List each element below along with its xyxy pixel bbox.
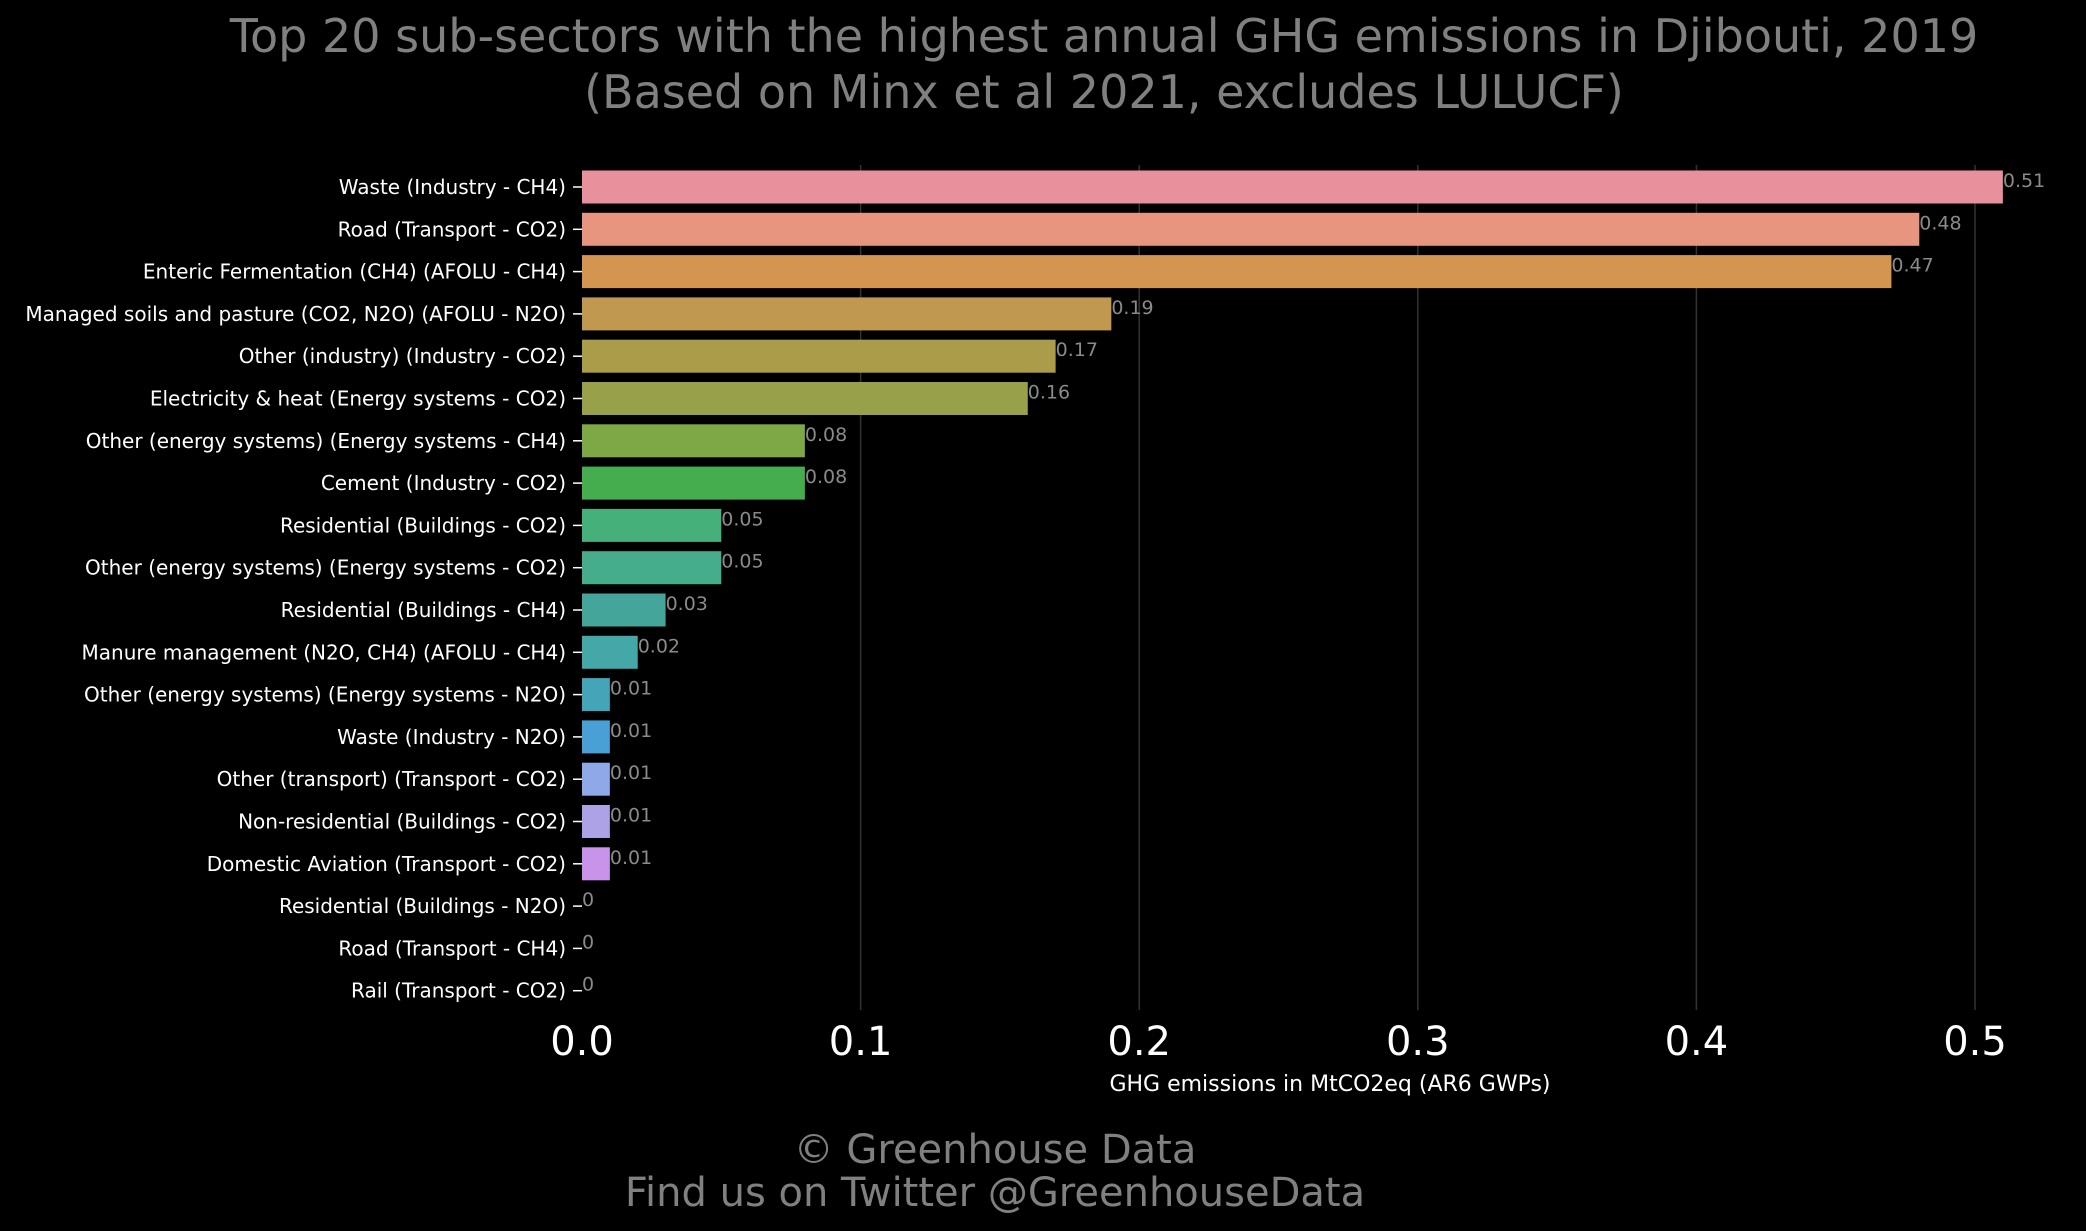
bar xyxy=(582,551,722,585)
category-label: Domestic Aviation (Transport - CO2) xyxy=(207,852,566,876)
category-label: Other (energy systems) (Energy systems -… xyxy=(86,429,566,453)
bar xyxy=(582,720,610,754)
category-label: Residential (Buildings - CH4) xyxy=(281,598,566,622)
x-tick-label: 0.4 xyxy=(1665,1019,1729,1065)
value-label: 0.03 xyxy=(666,593,708,615)
category-label: Other (industry) (Industry - CO2) xyxy=(239,344,566,368)
value-label: 0.08 xyxy=(805,424,847,446)
value-label: 0.01 xyxy=(610,805,652,827)
value-label: 0 xyxy=(582,889,594,911)
x-tick-label: 0.3 xyxy=(1386,1019,1450,1065)
x-axis-label: GHG emissions in MtCO2eq (AR6 GWPs) xyxy=(1109,1072,1550,1097)
category-label: Managed soils and pasture (CO2, N2O) (AF… xyxy=(25,302,566,326)
bar xyxy=(582,762,610,796)
category-label: Other (energy systems) (Energy systems -… xyxy=(84,683,566,707)
bar xyxy=(582,678,610,712)
value-label: 0.01 xyxy=(610,678,652,700)
value-label: 0.16 xyxy=(1028,382,1070,404)
x-axis-ticks: 0.0 0.1 0.2 0.3 0.4 0.5 xyxy=(550,1019,2007,1065)
category-label: Electricity & heat (Energy systems - CO2… xyxy=(150,387,566,411)
category-label: Other (energy systems) (Energy systems -… xyxy=(85,556,566,580)
bar xyxy=(582,297,1112,331)
value-label: 0.08 xyxy=(805,466,847,488)
category-label: Residential (Buildings - N2O) xyxy=(279,894,566,918)
category-label: Rail (Transport - CO2) xyxy=(351,979,566,1003)
value-label: 0.01 xyxy=(610,847,652,869)
x-tick-label: 0.0 xyxy=(550,1019,614,1065)
category-label: Other (transport) (Transport - CO2) xyxy=(217,767,566,791)
bar xyxy=(582,424,805,458)
category-label: Enteric Fermentation (CH4) (AFOLU - CH4) xyxy=(143,260,566,284)
footer-copyright: © Greenhouse Data xyxy=(794,1127,1197,1173)
value-label: 0.47 xyxy=(1891,255,1933,277)
value-label: 0 xyxy=(582,974,594,996)
value-label: 0.51 xyxy=(2003,170,2045,192)
chart-title: Top 20 sub-sectors with the highest annu… xyxy=(229,9,1979,63)
bar xyxy=(582,847,610,881)
value-label: 0.01 xyxy=(610,762,652,784)
value-label: 0.02 xyxy=(638,635,680,657)
category-label: Road (Transport - CO2) xyxy=(338,217,566,241)
x-tick-label: 0.5 xyxy=(1943,1019,2007,1065)
x-tick-label: 0.2 xyxy=(1107,1019,1171,1065)
bar xyxy=(582,382,1028,415)
category-label: Cement (Industry - CO2) xyxy=(321,471,566,495)
bar xyxy=(582,255,1892,289)
value-label: 0.05 xyxy=(721,551,763,573)
value-label: 0.48 xyxy=(1919,212,1961,234)
bar xyxy=(582,466,805,500)
category-label: Waste (Industry - N2O) xyxy=(337,725,566,749)
value-label: 0 xyxy=(582,931,594,953)
category-label: Manure management (N2O, CH4) (AFOLU - CH… xyxy=(82,640,566,664)
bar xyxy=(582,805,610,838)
value-label: 0.17 xyxy=(1056,339,1098,361)
value-label: 0.05 xyxy=(721,508,763,530)
bar xyxy=(582,593,666,627)
value-label: 0.19 xyxy=(1111,297,1153,319)
bar xyxy=(582,635,638,669)
bars xyxy=(582,170,2003,881)
bar xyxy=(582,508,722,542)
bar xyxy=(582,212,1920,246)
value-label: 0.01 xyxy=(610,720,652,742)
footer-twitter: Find us on Twitter @GreenhouseData xyxy=(625,1170,1365,1216)
grid-lines xyxy=(859,165,1976,1010)
value-labels: 0.51 0.48 0.47 0.19 0.17 0.16 0.08 0.08 0.05 0.05… xyxy=(582,170,2045,996)
bar xyxy=(582,170,2003,204)
category-label: Road (Transport - CH4) xyxy=(338,936,566,960)
category-labels: Waste (Industry - CH4) Road (Transport - … xyxy=(25,175,582,1003)
x-tick-label: 0.1 xyxy=(829,1019,893,1065)
bar xyxy=(582,339,1056,373)
category-label: Waste (Industry - CH4) xyxy=(339,175,566,199)
category-label: Non-residential (Buildings - CO2) xyxy=(238,810,566,834)
chart-subtitle: (Based on Minx et al 2021, excludes LULU… xyxy=(584,65,1624,119)
category-label: Residential (Buildings - CO2) xyxy=(280,513,566,537)
